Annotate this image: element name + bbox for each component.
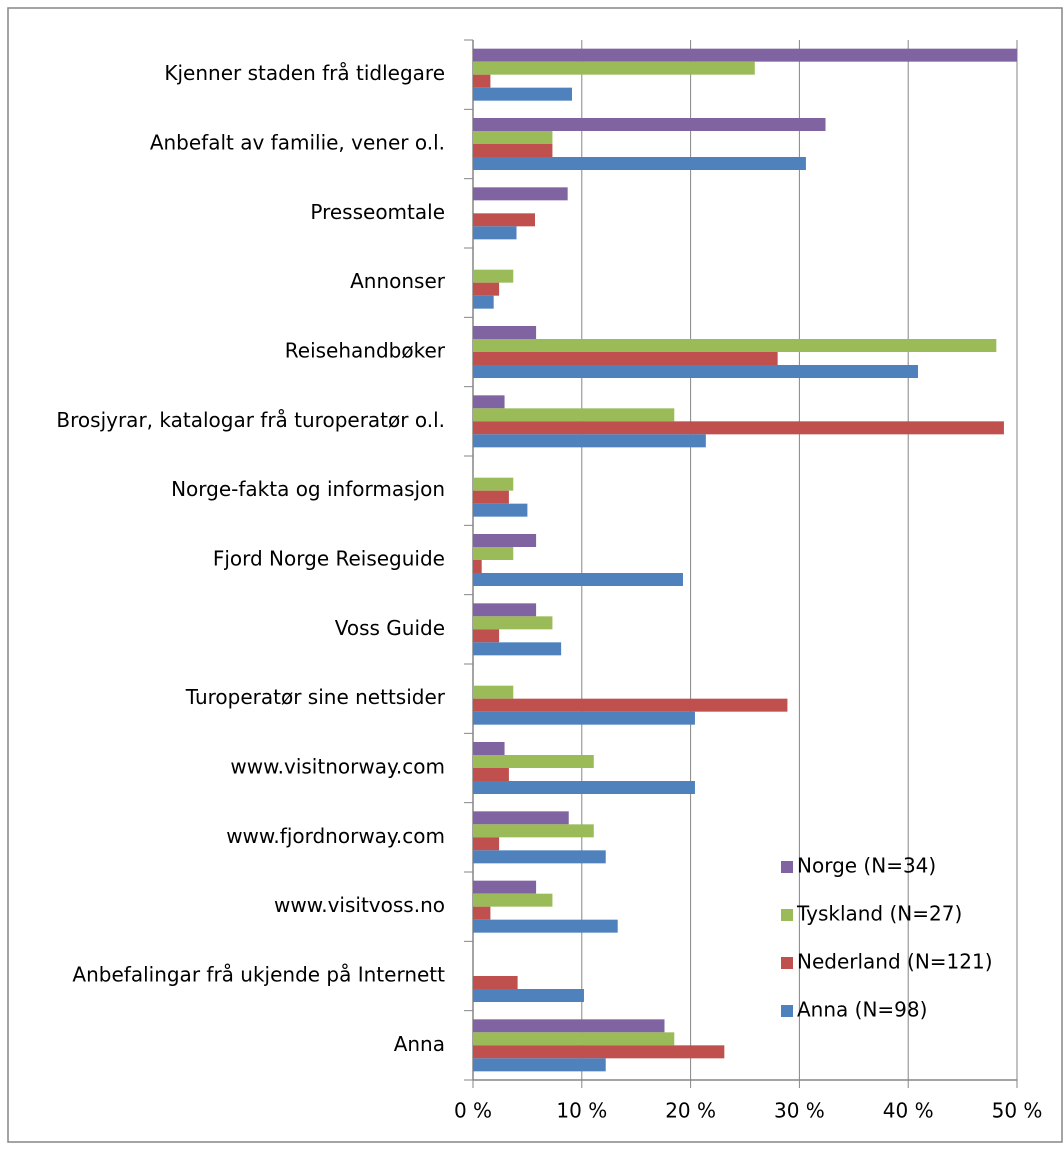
- legend-label: Nederland (N=121): [797, 950, 993, 974]
- y-tick-label: www.fjordnorway.com: [226, 824, 445, 848]
- bar: [473, 824, 594, 838]
- bar: [473, 1032, 675, 1046]
- legend-swatch: [781, 957, 793, 969]
- x-tick-label: 50 %: [992, 1099, 1043, 1123]
- bar: [473, 74, 491, 88]
- bar: [473, 61, 755, 75]
- bar: [473, 339, 997, 352]
- bar: [473, 434, 706, 448]
- bar: [473, 144, 553, 157]
- bar: [473, 698, 788, 712]
- y-tick-label: Norge-fakta og informasjon: [171, 477, 445, 501]
- bar: [473, 893, 553, 907]
- y-tick-label: Presseomtale: [310, 200, 445, 224]
- bar: [473, 157, 806, 170]
- bar: [473, 1058, 606, 1072]
- bar: [473, 560, 482, 573]
- bar: [473, 685, 514, 699]
- bar: [473, 295, 494, 309]
- bar: [473, 603, 537, 617]
- bar: [473, 408, 675, 422]
- bar: [473, 48, 1017, 62]
- y-tick-label: Turoperatør sine nettsider: [185, 685, 446, 709]
- bar: [473, 629, 500, 643]
- y-tick-label: Kjenner staden frå tidlegare: [164, 61, 445, 85]
- bar: [473, 477, 514, 491]
- bar: [473, 837, 500, 851]
- bar: [473, 352, 778, 365]
- x-tick-label: 20 %: [665, 1099, 716, 1123]
- bar: [473, 850, 606, 864]
- bar: [473, 642, 562, 656]
- bar: [473, 742, 505, 755]
- bar: [473, 616, 553, 630]
- bar: [473, 131, 553, 144]
- x-tick-label: 10 %: [556, 1099, 607, 1123]
- x-tick-label: 30 %: [774, 1099, 825, 1123]
- y-tick-label: Annonser: [350, 269, 446, 293]
- bar: [473, 213, 536, 227]
- bar: [473, 395, 505, 409]
- y-tick-label: Anbefalt av familie, vener o.l.: [150, 131, 445, 155]
- y-tick-label: Fjord Norge Reiseguide: [213, 547, 445, 571]
- legend-label: Anna (N=98): [797, 998, 927, 1022]
- bar: [473, 547, 514, 560]
- bar: [473, 919, 618, 933]
- bar: [473, 989, 584, 1002]
- bar: [473, 187, 568, 201]
- bar: [473, 282, 500, 296]
- legend-swatch: [781, 909, 793, 921]
- bar: [473, 768, 509, 781]
- bar: [473, 880, 537, 894]
- bar: [473, 781, 695, 794]
- bar: [473, 755, 594, 768]
- bar: [473, 711, 695, 725]
- bar: [473, 490, 509, 504]
- y-tick-label: Anbefalingar frå ukjende på Internett: [72, 963, 445, 987]
- bar: [473, 269, 514, 283]
- bar: [473, 118, 826, 131]
- bar: [473, 421, 1004, 435]
- bar: [473, 87, 573, 101]
- y-tick-label: Voss Guide: [335, 616, 445, 640]
- y-tick-label: Reisehandbøker: [285, 339, 446, 363]
- bar: [473, 976, 518, 989]
- chart-border: [7, 7, 1063, 1143]
- bar: [473, 906, 491, 920]
- y-tick-label: Brosjyrar, katalogar frå turoperatør o.l…: [56, 408, 445, 432]
- bar: [473, 365, 918, 378]
- legend-label: Norge (N=34): [797, 854, 936, 878]
- legend-label: Tyskland (N=27): [796, 902, 962, 926]
- bar: [473, 503, 528, 517]
- x-tick-label: 0 %: [454, 1099, 492, 1123]
- bar: [473, 226, 517, 240]
- bar: [473, 1019, 665, 1033]
- bar: [473, 573, 683, 586]
- bar: [473, 326, 537, 339]
- y-tick-label: Anna: [394, 1032, 445, 1056]
- x-tick-label: 40 %: [883, 1099, 934, 1123]
- legend-swatch: [781, 861, 793, 873]
- bar: [473, 811, 569, 825]
- bar: [473, 1045, 725, 1059]
- legend-swatch: [781, 1005, 793, 1017]
- y-tick-label: www.visitnorway.com: [230, 755, 445, 779]
- bar: [473, 534, 537, 547]
- y-tick-label: www.visitvoss.no: [274, 893, 445, 917]
